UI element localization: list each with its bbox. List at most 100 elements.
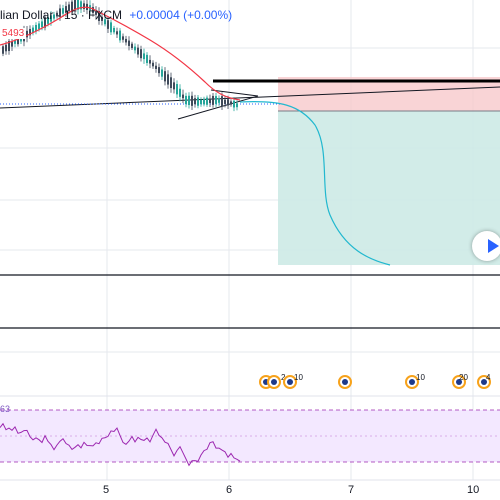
- candle-body: [152, 62, 154, 67]
- candle-body: [185, 95, 187, 105]
- candle-body: [77, 0, 79, 10]
- ma-value-label: 5493: [0, 28, 27, 39]
- candle-body: [134, 46, 136, 51]
- candle-body: [221, 96, 223, 107]
- candle-body: [50, 15, 52, 22]
- risk-zone[interactable]: [278, 77, 500, 111]
- trend-line[interactable]: [0, 86, 500, 109]
- economic-event-icon[interactable]: [452, 375, 466, 389]
- candle-body: [227, 99, 229, 106]
- candle-body: [59, 8, 61, 17]
- candle-body: [74, 0, 76, 10]
- time-tick-10: 10: [467, 484, 480, 496]
- candle-body: [125, 38, 127, 43]
- candle-body: [53, 14, 55, 19]
- event-count: 4: [486, 373, 491, 382]
- candle-body: [35, 24, 37, 32]
- candle-body: [176, 84, 178, 95]
- candle-body: [203, 98, 205, 105]
- reward-zone[interactable]: [278, 111, 500, 265]
- candle-body: [161, 69, 163, 77]
- economic-event-icon[interactable]: [283, 375, 297, 389]
- economic-event-icon[interactable]: [477, 375, 491, 389]
- candle-body: [5, 44, 7, 52]
- candle-body: [95, 11, 97, 15]
- candle-body: [167, 74, 169, 85]
- candle-body: [110, 22, 112, 33]
- candle-body: [11, 41, 13, 47]
- economic-event-icon[interactable]: [405, 375, 419, 389]
- play-icon: [488, 239, 499, 253]
- candle-body: [191, 95, 193, 106]
- candle-body: [26, 30, 28, 38]
- candle-body: [182, 94, 184, 99]
- candle-body: [170, 77, 172, 89]
- candle-body: [119, 30, 121, 41]
- candle-body: [140, 49, 142, 59]
- candle-body: [230, 101, 232, 105]
- candle-body: [14, 40, 16, 44]
- candle-body: [212, 95, 214, 105]
- candle-body: [200, 99, 202, 105]
- candle-body: [122, 36, 124, 40]
- candle-body: [146, 54, 148, 63]
- forecast-curve: [239, 101, 391, 266]
- candle-body: [56, 12, 58, 17]
- candle-body: [38, 23, 40, 30]
- symbol-header[interactable]: lian Dollar · 15 · FXCM +0.00004 (+0.00%…: [0, 8, 232, 22]
- candle-body: [104, 19, 106, 25]
- candle-body: [62, 8, 64, 14]
- candle-body: [41, 21, 43, 28]
- candle-body: [80, 1, 82, 10]
- candle-body: [224, 99, 226, 104]
- candle-body: [206, 97, 208, 105]
- candle-body: [8, 40, 10, 52]
- candle-body: [218, 98, 220, 103]
- rsi-value-label: 63: [0, 404, 11, 414]
- candle-body: [149, 59, 151, 64]
- candle-body: [116, 31, 118, 35]
- candle-body: [17, 35, 19, 45]
- candle-body: [98, 11, 100, 21]
- candle-body: [2, 46, 4, 54]
- candle-body: [83, 3, 85, 9]
- candle-body: [194, 98, 196, 105]
- candle-body: [236, 103, 238, 108]
- event-count: 20: [459, 373, 468, 382]
- time-tick-7: 7: [348, 484, 355, 496]
- candle-body: [65, 6, 67, 13]
- replay-play-button[interactable]: [472, 231, 500, 261]
- candle-body: [143, 53, 145, 60]
- economic-event-icon[interactable]: [267, 375, 281, 389]
- candle-body: [113, 27, 115, 33]
- candle-body: [233, 100, 235, 108]
- candle-body: [155, 65, 157, 69]
- wedge-lower-line[interactable]: [177, 95, 259, 120]
- wedge-upper-line[interactable]: [210, 89, 259, 97]
- economic-event-icon[interactable]: [338, 375, 352, 389]
- event-count: 10: [294, 373, 303, 382]
- candle-body: [164, 71, 166, 82]
- price-change: +0.00004 (+0.00%): [129, 8, 233, 22]
- candle-body: [188, 95, 190, 106]
- candle-body: [131, 43, 133, 49]
- candle-body: [158, 67, 160, 74]
- time-tick-6: 6: [226, 484, 233, 496]
- candle-body: [92, 7, 94, 13]
- candle-body: [179, 88, 181, 97]
- candle-body: [47, 17, 49, 24]
- candle-body: [173, 82, 175, 90]
- candle-body: [209, 98, 211, 104]
- candle-body: [128, 40, 130, 46]
- candle-body: [215, 96, 217, 104]
- moving-average-line: [0, 6, 241, 101]
- symbol-title: lian Dollar · 15 · FXCM: [0, 8, 123, 22]
- rsi-line: [0, 422, 241, 467]
- event-count: 10: [416, 373, 425, 382]
- candle-body: [44, 17, 46, 28]
- candle-body: [101, 16, 103, 21]
- candle-body: [68, 4, 70, 11]
- time-tick-5: 5: [103, 484, 110, 496]
- candle-body: [32, 27, 34, 33]
